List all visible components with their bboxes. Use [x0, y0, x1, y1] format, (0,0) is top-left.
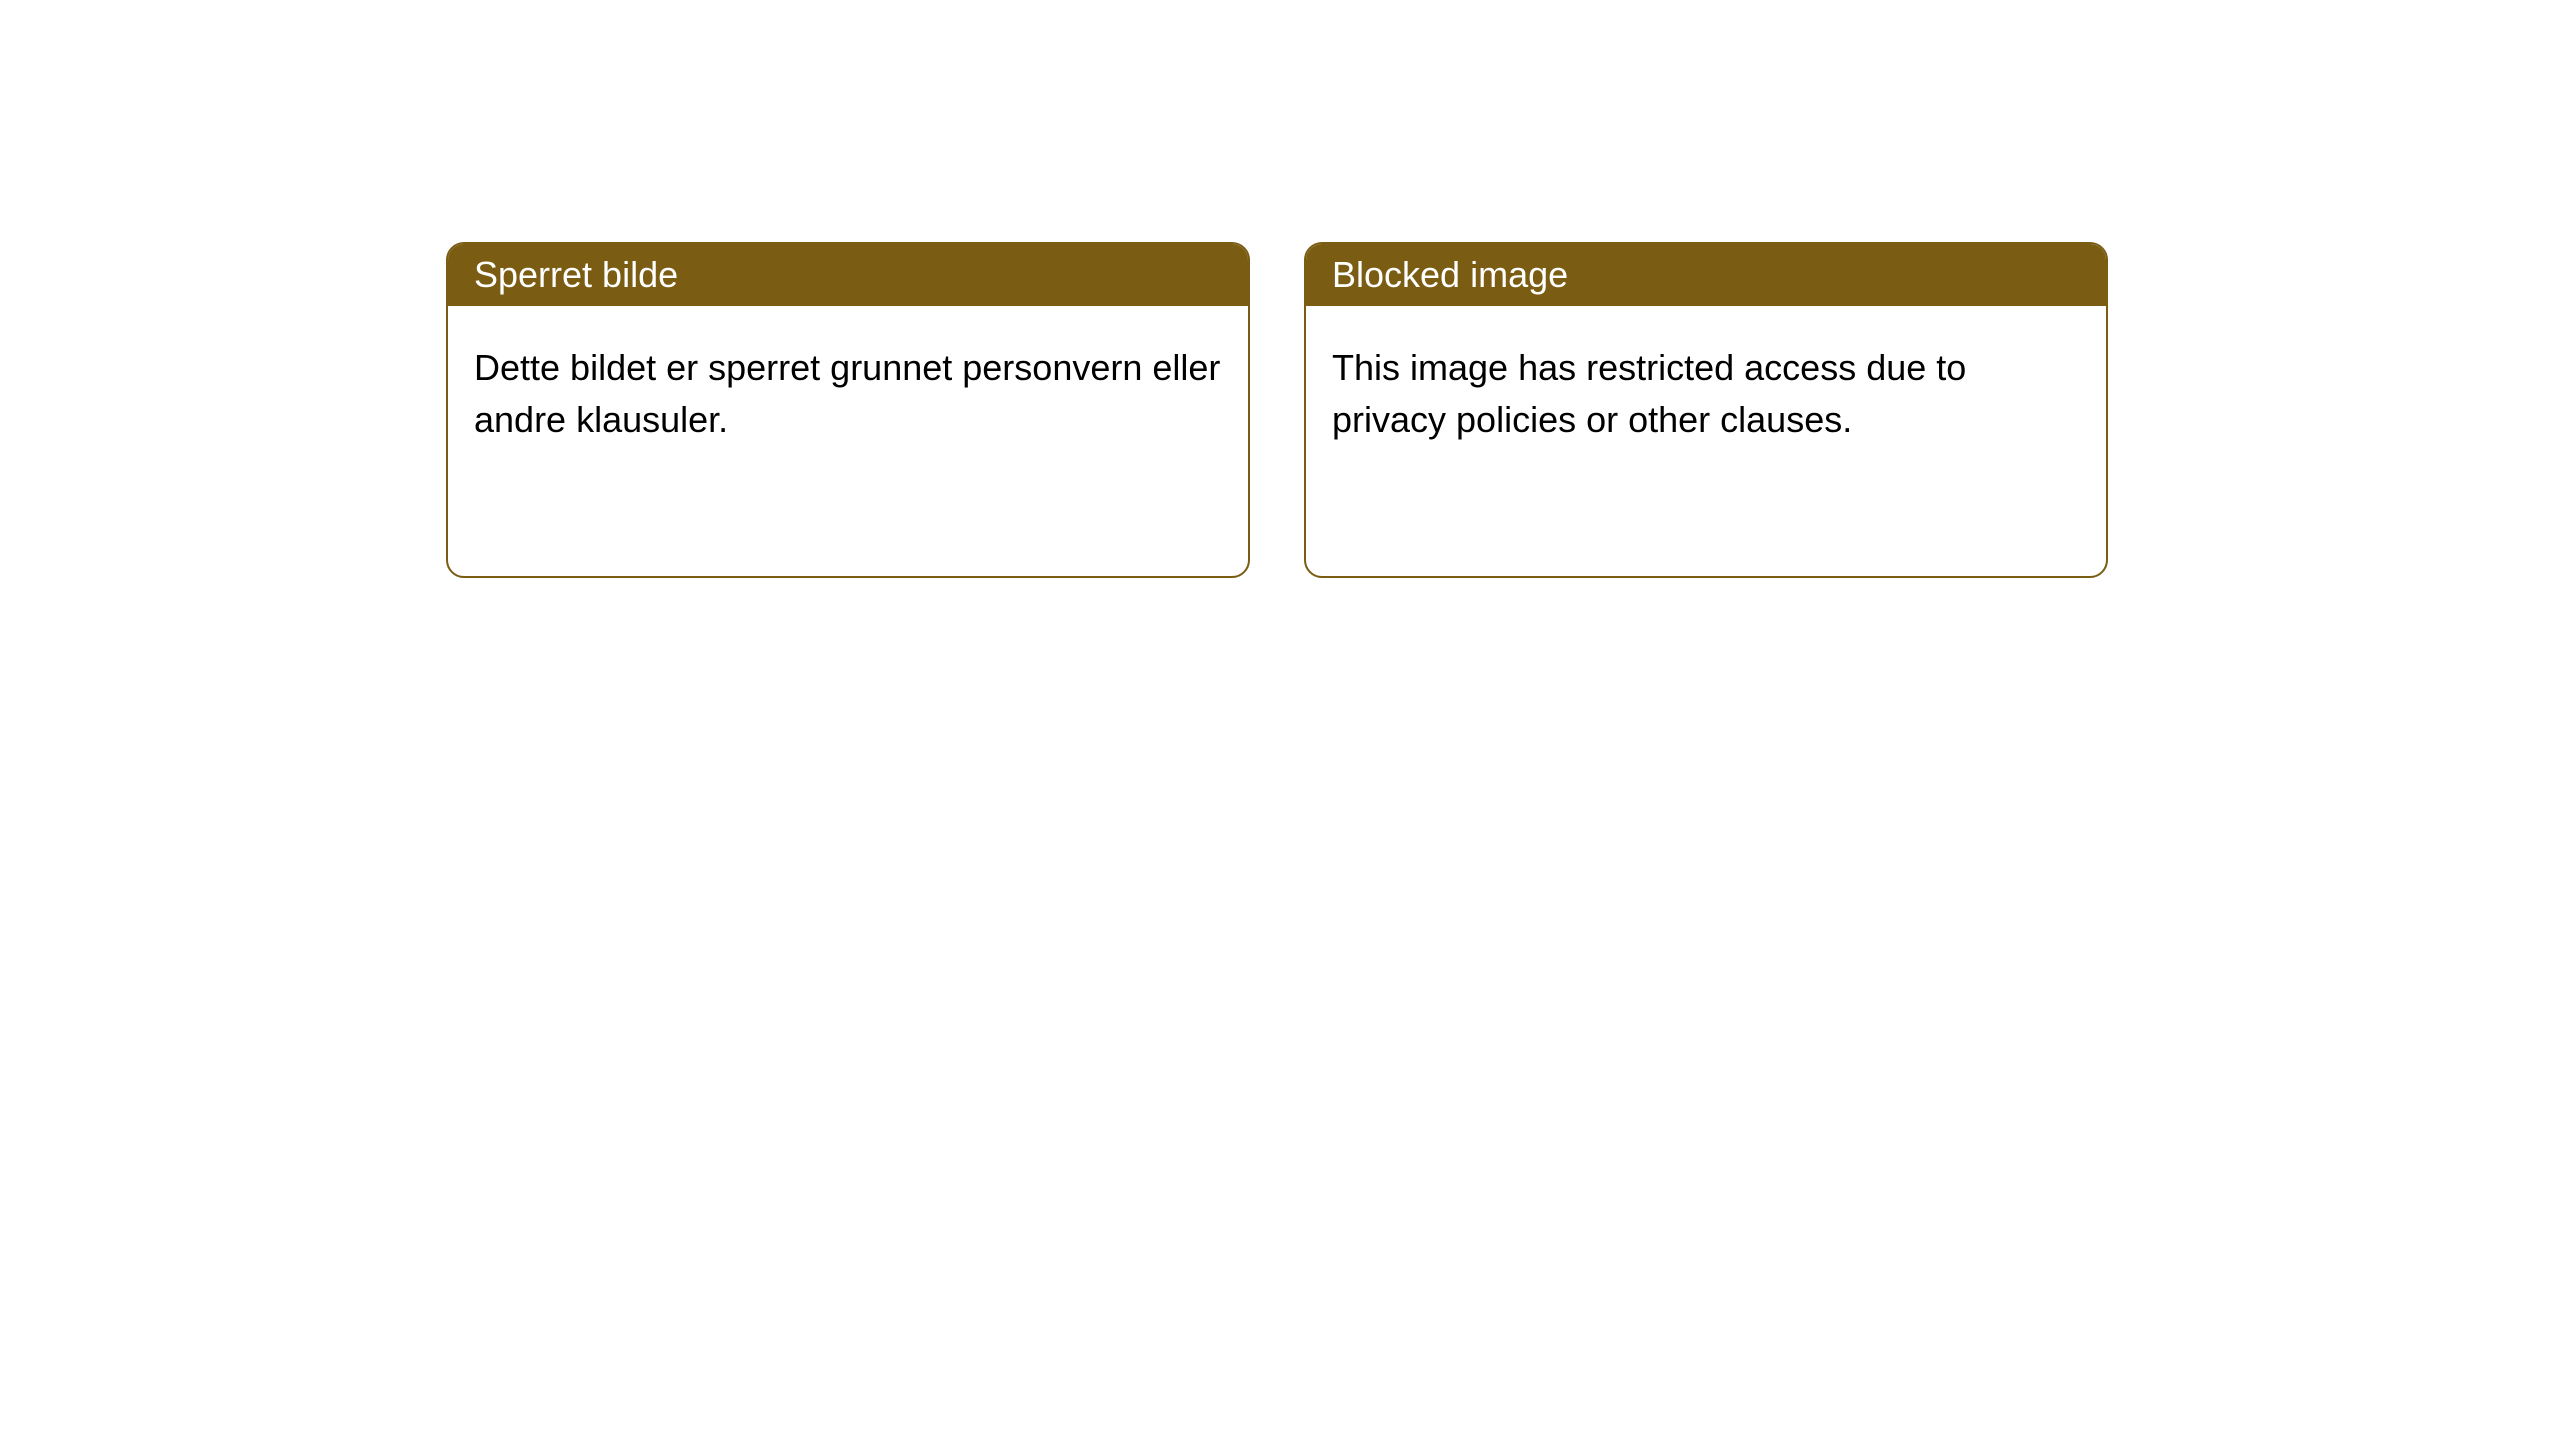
card-header: Sperret bilde — [448, 244, 1248, 306]
card-body-text: This image has restricted access due to … — [1332, 347, 1966, 440]
card-body: Dette bildet er sperret grunnet personve… — [448, 306, 1248, 482]
card-title: Blocked image — [1332, 254, 1568, 295]
notice-card-norwegian: Sperret bilde Dette bildet er sperret gr… — [446, 242, 1250, 578]
card-title: Sperret bilde — [474, 254, 678, 295]
card-body-text: Dette bildet er sperret grunnet personve… — [474, 347, 1220, 440]
notice-card-english: Blocked image This image has restricted … — [1304, 242, 2108, 578]
card-header: Blocked image — [1306, 244, 2106, 306]
notice-cards-container: Sperret bilde Dette bildet er sperret gr… — [0, 0, 2560, 578]
card-body: This image has restricted access due to … — [1306, 306, 2106, 482]
